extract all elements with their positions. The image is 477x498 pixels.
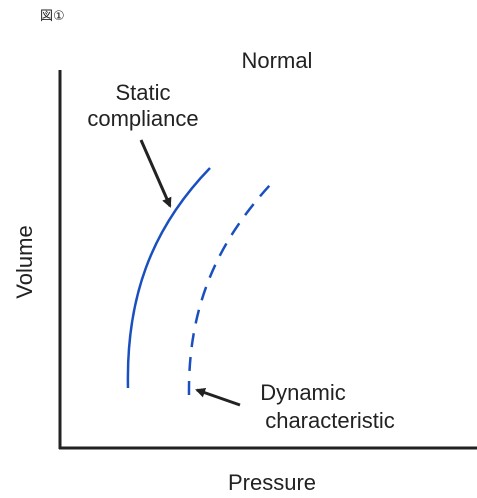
title: Normal [242, 48, 313, 73]
static-curve [126, 167, 211, 389]
arrow [195, 387, 241, 407]
x-axis-label: Pressure [228, 470, 316, 495]
static-label: compliance [87, 106, 198, 131]
y-axis-label: Volume [12, 225, 37, 298]
dynamic-curve [187, 184, 271, 396]
arrow [139, 139, 172, 208]
dynamic-label: characteristic [265, 408, 395, 433]
figure-label: 図① [40, 8, 65, 23]
static-label: Static [115, 80, 170, 105]
dynamic-label: Dynamic [260, 380, 346, 405]
